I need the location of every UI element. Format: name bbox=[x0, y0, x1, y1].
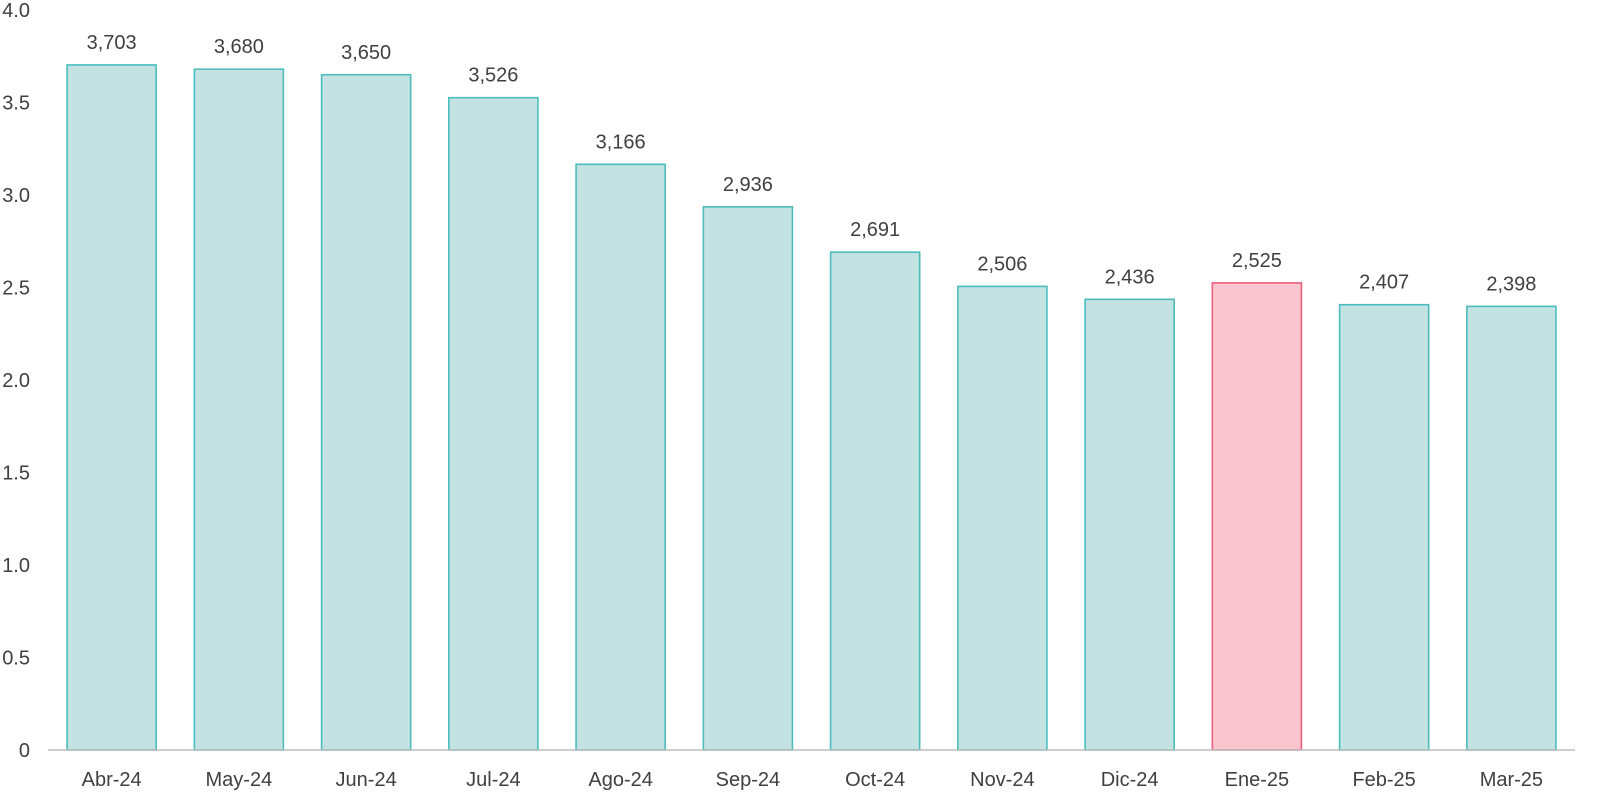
x-tick-label: Oct-24 bbox=[845, 769, 905, 791]
y-tick-label: 1.0 bbox=[2, 555, 30, 577]
x-tick-label: Jul-24 bbox=[466, 769, 520, 791]
data-labels-group: 3,703 3,680 3,650 3,526 3,166 2,936 2,691 2,506… bbox=[87, 32, 1537, 295]
y-axis: 0 0.5 1.0 1.5 2.0 2.5 3.0 3.5 4.0 bbox=[2, 0, 30, 762]
y-tick-label: 2.5 bbox=[2, 278, 30, 300]
data-label: 3,526 bbox=[468, 65, 518, 87]
data-label: 3,703 bbox=[87, 32, 137, 54]
x-tick-label: Nov-24 bbox=[970, 769, 1034, 791]
y-tick-label: 4.0 bbox=[2, 0, 30, 22]
data-label: 2,691 bbox=[850, 219, 900, 241]
y-tick-label: 2.0 bbox=[2, 370, 30, 392]
x-tick-label: Jun-24 bbox=[336, 769, 397, 791]
bar-dic-24 bbox=[1084, 298, 1175, 751]
bar-ene-25 bbox=[1211, 282, 1303, 751]
bar-jul-24 bbox=[448, 96, 539, 751]
y-tick-label: 0 bbox=[19, 740, 30, 762]
bar-abr-24 bbox=[66, 64, 157, 751]
x-tick-label: Ago-24 bbox=[588, 769, 653, 791]
x-tick-label: Ene-25 bbox=[1225, 769, 1290, 791]
bar-sep-24 bbox=[702, 206, 794, 751]
bar-jun-24 bbox=[320, 73, 412, 751]
x-tick-label: Mar-25 bbox=[1480, 769, 1543, 791]
x-tick-label: Dic-24 bbox=[1101, 769, 1159, 791]
x-tick-label: Feb-25 bbox=[1352, 769, 1415, 791]
bars-group bbox=[66, 64, 1557, 751]
data-label: 2,506 bbox=[977, 253, 1027, 275]
bar-nov-24 bbox=[957, 285, 1048, 751]
x-tick-label: Abr-24 bbox=[82, 769, 142, 791]
bar-ago-24 bbox=[575, 163, 666, 751]
bar-may-24 bbox=[193, 68, 285, 751]
data-label: 3,680 bbox=[214, 36, 264, 58]
data-label: 2,398 bbox=[1486, 273, 1536, 295]
data-label: 3,650 bbox=[341, 42, 391, 64]
y-tick-label: 0.5 bbox=[2, 648, 30, 670]
data-label: 2,436 bbox=[1105, 266, 1155, 288]
data-label: 3,166 bbox=[596, 131, 646, 153]
y-tick-label: 1.5 bbox=[2, 463, 30, 485]
bar-oct-24 bbox=[829, 251, 921, 751]
x-tick-label: Sep-24 bbox=[716, 769, 781, 791]
y-tick-label: 3.5 bbox=[2, 93, 30, 115]
bar-feb-25 bbox=[1338, 303, 1430, 751]
data-label: 2,525 bbox=[1232, 250, 1282, 272]
y-tick-label: 3.0 bbox=[2, 185, 30, 207]
x-tick-label: May-24 bbox=[206, 769, 273, 791]
bar-mar-25 bbox=[1466, 305, 1557, 751]
data-label: 2,936 bbox=[723, 174, 773, 196]
data-label: 2,407 bbox=[1359, 272, 1409, 294]
x-axis: Abr-24 May-24 Jun-24 Jul-24 Ago-24 Sep-24 Oct-… bbox=[48, 749, 1575, 791]
